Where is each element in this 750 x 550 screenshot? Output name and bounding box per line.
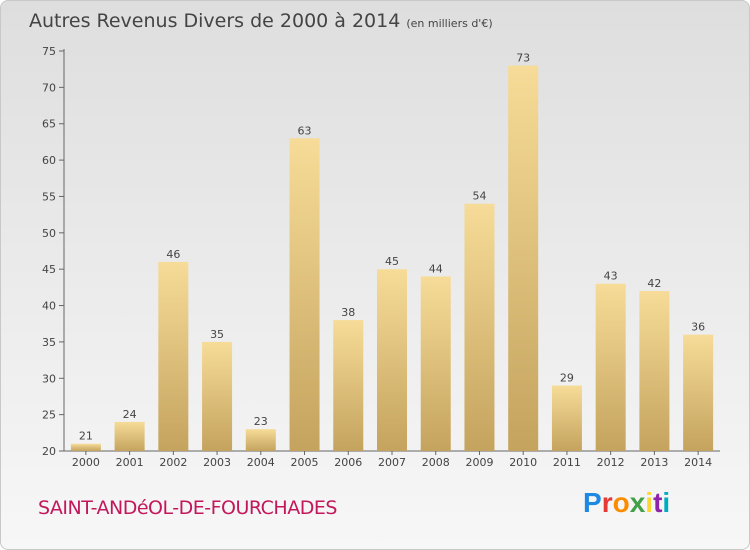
x-tick-label: 2000 (72, 456, 100, 469)
y-tick-label: 45 (42, 263, 56, 276)
x-tick-label: 2007 (378, 456, 406, 469)
bar (289, 138, 320, 452)
bar (70, 443, 101, 451)
y-tick-label: 25 (42, 409, 56, 422)
y-tick-label: 40 (42, 300, 56, 313)
chart-title-text: Autres Revenus Divers de 2000 à 2014 (29, 10, 401, 32)
bar (245, 429, 276, 451)
logo-letter: t (653, 487, 663, 518)
y-tick-label: 75 (42, 45, 56, 58)
x-tick-label: 2001 (116, 456, 144, 469)
data-label: 42 (647, 277, 661, 290)
logo-letter: P (583, 487, 602, 518)
data-label: 21 (79, 430, 93, 443)
data-label: 35 (210, 328, 224, 341)
x-tick-label: 2002 (159, 456, 187, 469)
bar (333, 320, 364, 451)
bar (202, 341, 233, 451)
y-tick-label: 35 (42, 336, 56, 349)
bar (595, 283, 626, 451)
bar (508, 65, 539, 451)
data-label: 73 (516, 52, 530, 65)
x-tick-label: 2011 (553, 456, 581, 469)
x-tick-label: 2013 (640, 456, 668, 469)
bar (114, 421, 145, 451)
x-tick-label: 2005 (291, 456, 319, 469)
bar (420, 276, 451, 451)
y-tick-label: 50 (42, 227, 56, 240)
bar (158, 261, 189, 451)
y-tick-label: 55 (42, 190, 56, 203)
x-tick-label: 2009 (465, 456, 493, 469)
y-tick-label: 30 (42, 372, 56, 385)
x-tick-label: 2004 (247, 456, 275, 469)
bar (464, 203, 495, 451)
chart-title: Autres Revenus Divers de 2000 à 2014 (en … (29, 10, 493, 32)
bar (551, 385, 582, 451)
data-label: 38 (341, 306, 355, 319)
y-tick-label: 65 (42, 118, 56, 131)
commune-name: SAINT-ANDéOL-DE-FOURCHADES (38, 497, 337, 519)
data-label: 44 (429, 262, 443, 275)
data-label: 23 (254, 415, 268, 428)
bar (639, 291, 670, 451)
logo-letter: i (662, 487, 671, 518)
data-label: 54 (472, 190, 486, 203)
x-tick-label: 2014 (684, 456, 712, 469)
data-label: 24 (123, 408, 137, 421)
x-tick-label: 2006 (334, 456, 362, 469)
x-tick-label: 2003 (203, 456, 231, 469)
data-label: 29 (560, 372, 574, 385)
logo-letter: x (629, 487, 646, 518)
y-tick-label: 20 (42, 445, 56, 458)
bar (377, 269, 407, 451)
data-label: 36 (691, 321, 705, 334)
y-tick-label: 60 (42, 154, 56, 167)
data-label: 45 (385, 255, 399, 268)
y-tick-label: 70 (42, 81, 56, 94)
x-tick-label: 2008 (422, 456, 450, 469)
data-label: 46 (166, 248, 180, 261)
proxiti-logo: Proxiti (583, 487, 670, 519)
logo-letter: o (612, 487, 630, 518)
logo-letter: r (601, 487, 613, 518)
x-tick-label: 2010 (509, 456, 537, 469)
logo-letter: i (645, 487, 654, 518)
chart-unit: (en milliers d'€) (406, 17, 493, 30)
data-label: 63 (298, 124, 312, 137)
data-label: 43 (604, 270, 618, 283)
bar (683, 334, 714, 451)
x-tick-label: 2012 (597, 456, 625, 469)
